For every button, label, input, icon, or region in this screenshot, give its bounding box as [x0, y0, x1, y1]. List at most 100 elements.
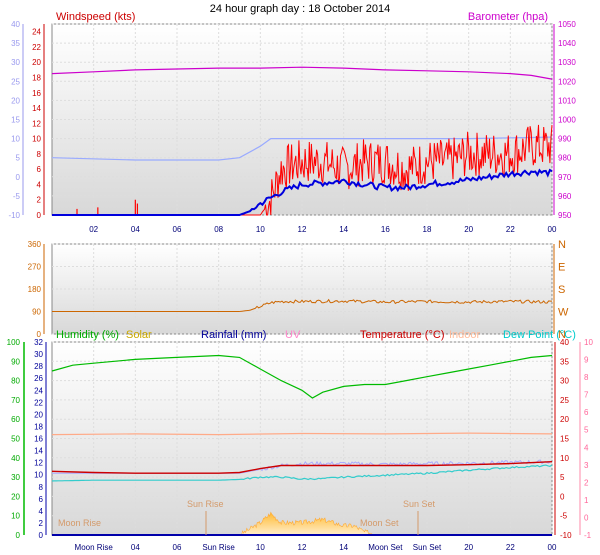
temperature-tick-label: 20	[560, 415, 569, 424]
uv-tick-label: 5	[584, 426, 589, 435]
legend-humidity: Humidity (%)	[56, 329, 119, 341]
temperature-tick-label: 40	[560, 338, 569, 347]
rainfall-tick-label: 0	[39, 531, 44, 540]
annotation-moon-rise: Moon Rise	[58, 518, 101, 528]
bottom-x-tick-label: 10	[256, 543, 265, 552]
uv-tick-label: 1	[584, 496, 589, 505]
temperature-tick-label: 5	[560, 473, 565, 482]
x-tick-label: 00	[548, 225, 557, 234]
rainfall-tick-label: 32	[34, 338, 43, 347]
uv-tick-label: 7	[584, 391, 589, 400]
bottom-x-tick-label: 20	[464, 543, 473, 552]
uv-tick-label: 0	[584, 513, 589, 522]
annotation-sun-rise: Sun Rise	[187, 499, 224, 509]
baro-tick-label: 980	[558, 154, 572, 163]
bottom-x-tick-label: Moon Set	[368, 543, 403, 552]
temperature-tick-label: -5	[560, 512, 568, 521]
humidity-tick-label: 0	[16, 531, 21, 540]
temperature-tick-label: 10	[560, 454, 569, 463]
baro-tick-label: 1050	[558, 20, 576, 29]
bottom-x-tick-label: 04	[131, 543, 140, 552]
wind-outer-tick-label: 10	[11, 135, 20, 144]
uv-tick-label: 4	[584, 443, 589, 452]
legend-temperature: Temperature (°C)	[360, 329, 444, 341]
compass-label: N	[558, 239, 566, 251]
rainfall-tick-label: 16	[34, 435, 43, 444]
rainfall-tick-label: 28	[34, 362, 43, 371]
bottom-x-tick-label: 12	[298, 543, 307, 552]
wind-tick-label: 2	[37, 196, 42, 205]
wind-series	[51, 66, 553, 216]
temperature-tick-label: -10	[560, 531, 572, 540]
temp-series	[51, 354, 553, 536]
series-temperature	[51, 461, 553, 474]
uv-tick-label: -1	[584, 531, 592, 540]
baro-tick-label: 990	[558, 135, 572, 144]
x-tick-label: 20	[464, 225, 473, 234]
wind-tick-label: 6	[37, 165, 42, 174]
temperature-tick-label: 15	[560, 435, 569, 444]
series-wind-direction	[52, 298, 552, 312]
compass-label: E	[558, 262, 565, 274]
series-humidity	[51, 354, 553, 399]
wind-tick-label: 14	[32, 104, 41, 113]
baro-tick-label: 1010	[558, 96, 576, 105]
rainfall-tick-label: 20	[34, 410, 43, 419]
rainfall-tick-label: 22	[34, 398, 43, 407]
wind-tick-label: 22	[32, 43, 41, 52]
baro-tick-label: 970	[558, 173, 572, 182]
legend-barometer: Barometer (hpa)	[468, 11, 548, 23]
rainfall-tick-label: 6	[39, 495, 44, 504]
annotation-sun-set: Sun Set	[403, 499, 436, 509]
baro-tick-label: 1020	[558, 77, 576, 86]
wind-tick-label: 12	[32, 119, 41, 128]
rainfall-tick-label: 2	[39, 519, 44, 528]
wind-outer-tick-label: 20	[11, 96, 20, 105]
legend-indoor: Indoor	[449, 329, 481, 341]
baro-tick-label: 1040	[558, 39, 576, 48]
x-tick-label: 14	[339, 225, 348, 234]
uv-tick-label: 6	[584, 408, 589, 417]
wind-outer-tick-label: 30	[11, 58, 20, 67]
bottom-x-tick-label: 00	[548, 543, 557, 552]
uv-tick-label: 3	[584, 461, 589, 470]
x-tick-label: 04	[131, 225, 140, 234]
humidity-tick-label: 100	[7, 338, 21, 347]
x-tick-label: 12	[298, 225, 307, 234]
baro-tick-label: 960	[558, 192, 572, 201]
rainfall-tick-label: 8	[39, 483, 44, 492]
legend-solar: Solar	[126, 329, 152, 341]
series-average-windspeed	[52, 168, 553, 216]
rainfall-tick-label: 4	[39, 507, 44, 516]
temp-tick-labels: 0102030405060708090100024681012141618202…	[7, 338, 594, 540]
humidity-temp-panel: Humidity (%) Solar Rainfall (mm) UV Temp…	[7, 329, 594, 552]
humidity-tick-label: 90	[11, 357, 20, 366]
rainfall-tick-label: 24	[34, 386, 43, 395]
bottom-x-tick-label: 14	[339, 543, 348, 552]
wind-tick-label: 4	[37, 180, 42, 189]
wind-baro-panel: Windspeed (kts) Barometer (hpa) 02468101…	[8, 11, 576, 234]
rainfall-tick-label: 10	[34, 471, 43, 480]
x-tick-label: 06	[173, 225, 182, 234]
wind-tick-label: 16	[32, 89, 41, 98]
humidity-tick-label: 60	[11, 415, 20, 424]
wind-tick-label: 18	[32, 73, 41, 82]
direction-series	[52, 298, 552, 312]
wind-outer-tick-label: 0	[16, 173, 21, 182]
series-dew-point	[51, 464, 553, 482]
rainfall-tick-label: 26	[34, 374, 43, 383]
wind-tick-label: 0	[37, 211, 42, 220]
wind-tick-label: 24	[32, 28, 41, 37]
uv-tick-label: 2	[584, 478, 589, 487]
legend-windspeed: Windspeed (kts)	[56, 11, 135, 23]
legend-uv: UV	[285, 329, 301, 341]
direction-gridlines	[52, 243, 553, 335]
humidity-tick-label: 20	[11, 492, 20, 501]
direction-tick-label: 270	[28, 263, 42, 272]
humidity-tick-label: 30	[11, 473, 20, 482]
graph-title: 24 hour graph day : 18 October 2014	[210, 3, 390, 15]
temperature-tick-label: 35	[560, 357, 569, 366]
baro-tick-label: 950	[558, 211, 572, 220]
